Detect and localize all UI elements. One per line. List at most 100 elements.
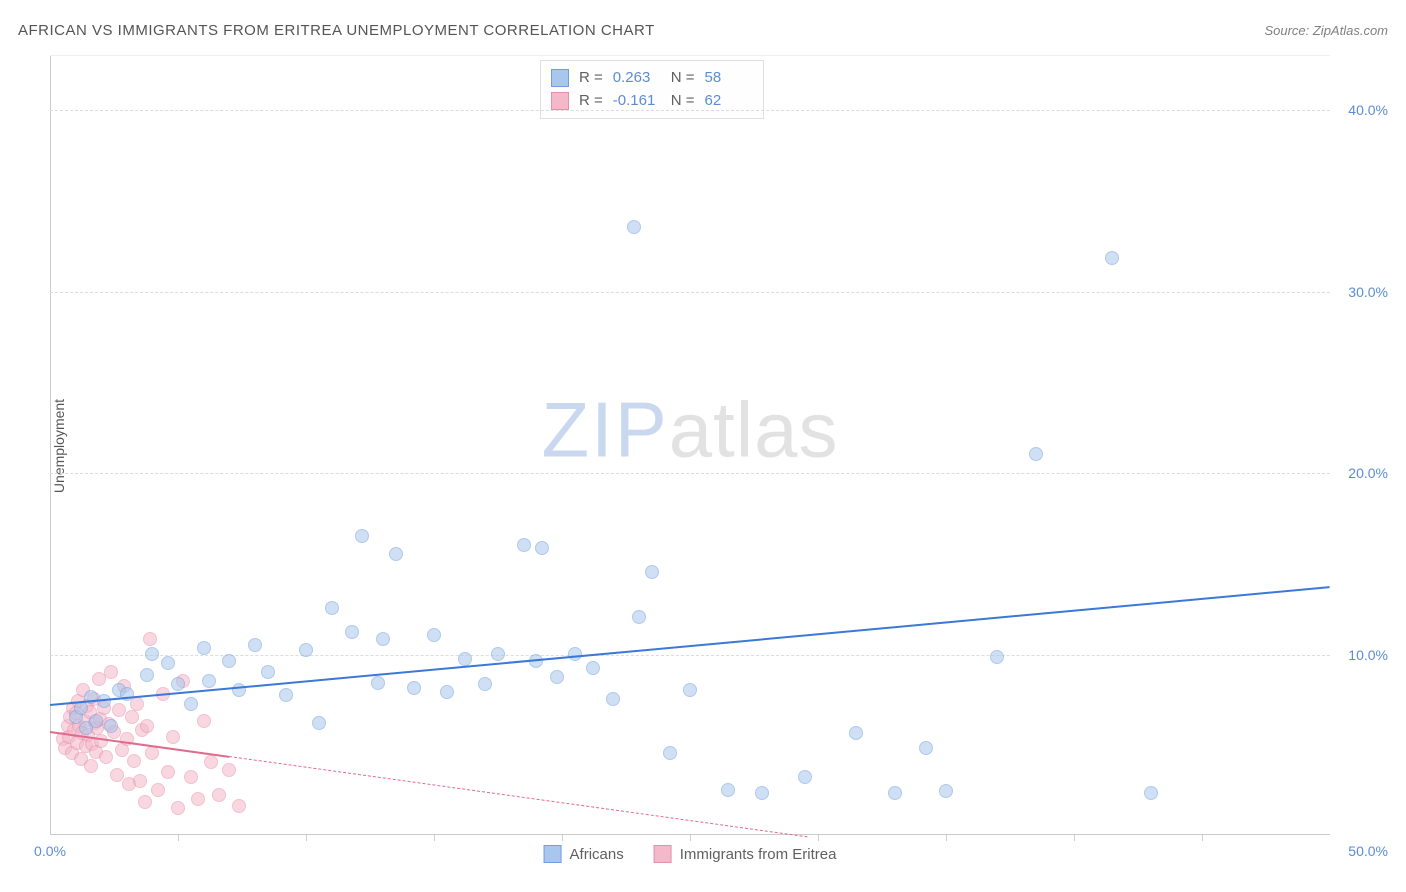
- watermark: ZIPatlas: [541, 384, 838, 475]
- y-axis-line: [50, 56, 51, 835]
- y-tick-label: 30.0%: [1348, 284, 1388, 300]
- scatter-point-africans: [606, 692, 620, 706]
- scatter-point-africans: [517, 538, 531, 552]
- scatter-point-africans: [89, 714, 103, 728]
- x-tick-mark: [1074, 835, 1075, 841]
- x-tick-mark: [946, 835, 947, 841]
- scatter-point-africans: [145, 647, 159, 661]
- scatter-point-africans: [345, 625, 359, 639]
- watermark-zip: ZIP: [541, 385, 668, 473]
- n-label: N =: [671, 67, 695, 90]
- scatter-point-eritrea: [143, 632, 157, 646]
- y-tick-label: 10.0%: [1348, 647, 1388, 663]
- scatter-point-africans: [798, 770, 812, 784]
- scatter-point-eritrea: [222, 763, 236, 777]
- scatter-point-eritrea: [191, 792, 205, 806]
- n-value-eritrea: 62: [705, 90, 753, 113]
- source-attribution: Source: ZipAtlas.com: [1264, 23, 1388, 38]
- r-value-africans: 0.263: [613, 67, 661, 90]
- scatter-point-africans: [939, 784, 953, 798]
- scatter-point-africans: [990, 650, 1004, 664]
- swatch-africans: [551, 69, 569, 87]
- gridline-h: [50, 473, 1330, 474]
- x-tick-mark: [818, 835, 819, 841]
- watermark-atlas: atlas: [669, 385, 839, 473]
- scatter-point-africans: [299, 643, 313, 657]
- scatter-point-africans: [755, 786, 769, 800]
- scatter-point-eritrea: [197, 714, 211, 728]
- scatter-point-eritrea: [127, 754, 141, 768]
- scatter-point-eritrea: [125, 710, 139, 724]
- scatter-point-africans: [919, 741, 933, 755]
- scatter-point-africans: [478, 677, 492, 691]
- stat-row-eritrea: R = -0.161 N = 62: [551, 90, 753, 113]
- x-tick-label-min: 0.0%: [34, 843, 66, 859]
- scatter-plot-area: ZIPatlas R = 0.263 N = 58 R = -0.161 N =…: [50, 55, 1330, 835]
- r-value-eritrea: -0.161: [613, 90, 661, 113]
- scatter-point-eritrea: [110, 768, 124, 782]
- scatter-point-africans: [427, 628, 441, 642]
- x-tick-mark: [306, 835, 307, 841]
- scatter-point-africans: [683, 683, 697, 697]
- scatter-point-eritrea: [140, 719, 154, 733]
- legend-item-africans: Africans: [544, 845, 624, 863]
- gridline-h: [50, 655, 1330, 656]
- r-label: R =: [579, 67, 603, 90]
- scatter-point-africans: [171, 677, 185, 691]
- scatter-point-africans: [376, 632, 390, 646]
- scatter-point-africans: [355, 529, 369, 543]
- scatter-point-eritrea: [138, 795, 152, 809]
- n-label-2: N =: [671, 90, 695, 113]
- scatter-point-africans: [261, 665, 275, 679]
- bottom-legend: Africans Immigrants from Eritrea: [544, 845, 837, 863]
- scatter-point-eritrea: [184, 770, 198, 784]
- scatter-point-africans: [568, 647, 582, 661]
- scatter-point-africans: [888, 786, 902, 800]
- scatter-point-africans: [627, 220, 641, 234]
- scatter-point-africans: [535, 541, 549, 555]
- x-tick-mark: [562, 835, 563, 841]
- scatter-point-africans: [1144, 786, 1158, 800]
- scatter-point-eritrea: [130, 697, 144, 711]
- trendline-eritrea-dashed: [229, 756, 807, 837]
- scatter-point-eritrea: [112, 703, 126, 717]
- scatter-point-africans: [202, 674, 216, 688]
- scatter-point-eritrea: [204, 755, 218, 769]
- legend-item-eritrea: Immigrants from Eritrea: [654, 845, 837, 863]
- gridline-h: [50, 110, 1330, 111]
- scatter-point-africans: [184, 697, 198, 711]
- r-label-2: R =: [579, 90, 603, 113]
- scatter-point-africans: [248, 638, 262, 652]
- gridline-h: [50, 292, 1330, 293]
- scatter-point-africans: [222, 654, 236, 668]
- chart-header: AFRICAN VS IMMIGRANTS FROM ERITREA UNEMP…: [18, 22, 1388, 39]
- x-tick-mark: [178, 835, 179, 841]
- scatter-point-africans: [407, 681, 421, 695]
- scatter-point-africans: [161, 656, 175, 670]
- scatter-point-africans: [104, 719, 118, 733]
- scatter-point-africans: [440, 685, 454, 699]
- scatter-point-africans: [645, 565, 659, 579]
- scatter-point-africans: [663, 746, 677, 760]
- scatter-point-eritrea: [84, 759, 98, 773]
- scatter-point-africans: [232, 683, 246, 697]
- scatter-point-eritrea: [99, 750, 113, 764]
- scatter-point-africans: [586, 661, 600, 675]
- x-tick-label-max: 50.0%: [1348, 843, 1388, 859]
- scatter-point-eritrea: [161, 765, 175, 779]
- scatter-point-eritrea: [232, 799, 246, 813]
- legend-label-africans: Africans: [570, 846, 624, 863]
- scatter-point-africans: [197, 641, 211, 655]
- legend-swatch-africans: [544, 845, 562, 863]
- legend-swatch-eritrea: [654, 845, 672, 863]
- x-tick-mark: [1202, 835, 1203, 841]
- swatch-eritrea: [551, 92, 569, 110]
- scatter-point-africans: [458, 652, 472, 666]
- y-tick-label: 20.0%: [1348, 465, 1388, 481]
- scatter-point-africans: [1105, 251, 1119, 265]
- scatter-point-eritrea: [104, 665, 118, 679]
- x-tick-mark: [690, 835, 691, 841]
- scatter-point-africans: [312, 716, 326, 730]
- scatter-point-africans: [325, 601, 339, 615]
- scatter-point-africans: [140, 668, 154, 682]
